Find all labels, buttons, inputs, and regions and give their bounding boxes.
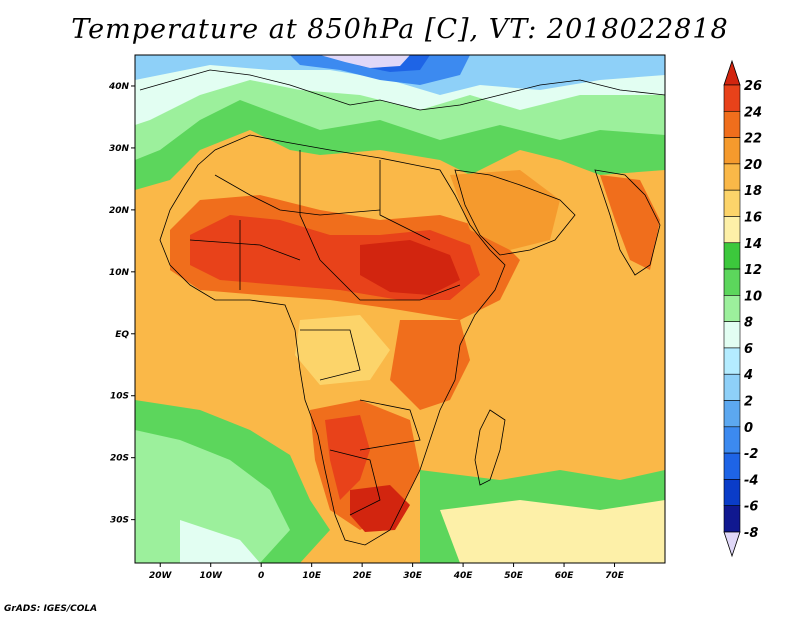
map-field <box>135 55 665 563</box>
colorbar-swatch <box>723 295 741 322</box>
colorbar-label: -2 <box>744 447 758 462</box>
field-south-atlantic-light <box>180 520 260 563</box>
colorbar-swatch <box>723 426 741 454</box>
field-central-africa-cool <box>295 315 390 385</box>
colorbar-swatch <box>723 242 741 270</box>
europe-coastline <box>139 69 665 111</box>
colorbar-label: 12 <box>744 263 762 278</box>
lat-tick-label: EQ <box>115 330 129 340</box>
colorbar-label: 6 <box>744 342 753 357</box>
field-south-atlantic-pale <box>135 430 290 563</box>
country-border-3 <box>379 160 431 241</box>
field-southern-ocean-pale <box>440 500 665 563</box>
field-east-africa-warm <box>390 320 470 410</box>
lon-tick-label: 10W <box>199 571 223 581</box>
lat-tick-label: 20N <box>109 206 130 216</box>
lat-tick-label: 20S <box>110 454 129 464</box>
colorbar-swatch <box>723 373 741 401</box>
colorbar-label: -8 <box>744 526 758 541</box>
colorbar-top-arrow <box>723 59 741 86</box>
lat-tick-label: 30S <box>110 516 129 526</box>
country-border-6 <box>359 399 421 451</box>
country-border-7 <box>329 449 381 516</box>
lat-tick-label: 10S <box>110 392 129 402</box>
lon-tick-label: 20W <box>149 571 173 581</box>
colorbar-label: 4 <box>743 368 753 383</box>
footer-credit: GrADS: IGES/COLA <box>4 604 98 614</box>
colorbar-swatch <box>723 479 741 507</box>
colorbar-swatch <box>723 216 741 244</box>
colorbar-label: 20 <box>744 158 762 173</box>
lat-tick-label: 40N <box>108 82 130 92</box>
field-india-warm <box>600 175 660 270</box>
country-border-5 <box>300 329 361 381</box>
colorbar-swatch <box>723 400 741 428</box>
colorbar-swatch <box>723 452 741 480</box>
colorbar-label: 10 <box>744 289 762 304</box>
lon-tick-label: 30E <box>403 571 423 581</box>
colorbar-swatch <box>723 84 741 112</box>
country-border-9 <box>189 239 301 261</box>
colorbar-label: 22 <box>744 132 762 147</box>
colorbar-swatch <box>723 137 741 165</box>
colorbar-swatch <box>723 163 741 191</box>
colorbar-label: 26 <box>744 79 762 94</box>
colorbar-bottom-arrow <box>723 531 741 558</box>
country-border-2 <box>299 150 321 261</box>
madagascar-coastline <box>474 409 506 486</box>
colorbar-label: 0 <box>744 421 753 436</box>
lon-tick-label: 70E <box>605 571 625 581</box>
colorbar-swatch <box>723 110 741 138</box>
lat-tick-label: 10N <box>109 268 130 278</box>
india-coastline <box>594 169 661 276</box>
colorbar-swatch <box>723 189 741 217</box>
country-border-4 <box>319 259 461 301</box>
colorbar-swatch <box>723 321 741 349</box>
longitude-axis: 20W 10W 0 10E 20E 30E 40E 50E 60E 70E <box>149 563 625 581</box>
colorbar-swatch <box>723 505 741 533</box>
lon-tick-label: 0 <box>258 571 264 581</box>
lon-tick-label: 50E <box>504 571 524 581</box>
colorbar-label: -6 <box>744 500 758 515</box>
field-black-sea-cold <box>320 55 410 68</box>
lat-tick-label: 30N <box>109 144 130 154</box>
colorbar-label: 14 <box>744 237 762 252</box>
chart-title: Temperature at 850hPa [C], VT: 201802281… <box>71 14 729 45</box>
africa-coastline <box>159 134 506 546</box>
lon-tick-label: 20E <box>353 571 373 581</box>
arabia-coastline <box>454 169 576 256</box>
colorbar-label: 8 <box>744 316 753 331</box>
country-border-1 <box>214 174 381 216</box>
plot-frame <box>134 54 666 564</box>
colorbar-swatch <box>723 347 741 375</box>
colorbar-label: 2 <box>744 395 753 410</box>
latitude-axis: 40N 30N 20N 10N EQ 10S 20S 30S <box>108 82 135 526</box>
colorbar-label: -4 <box>744 473 758 488</box>
lon-tick-label: 40E <box>453 571 474 581</box>
colorbar-label: 18 <box>744 184 762 199</box>
colorbar-swatch <box>723 268 741 296</box>
field-sudan-hottest <box>360 240 460 295</box>
lon-tick-label: 60E <box>555 571 575 581</box>
colorbar-label: 16 <box>744 210 762 225</box>
coastlines-and-borders <box>139 69 665 546</box>
colorbar-label: 24 <box>744 105 762 120</box>
field-kalahari-hot <box>325 415 370 500</box>
lon-tick-label: 10E <box>302 571 322 581</box>
